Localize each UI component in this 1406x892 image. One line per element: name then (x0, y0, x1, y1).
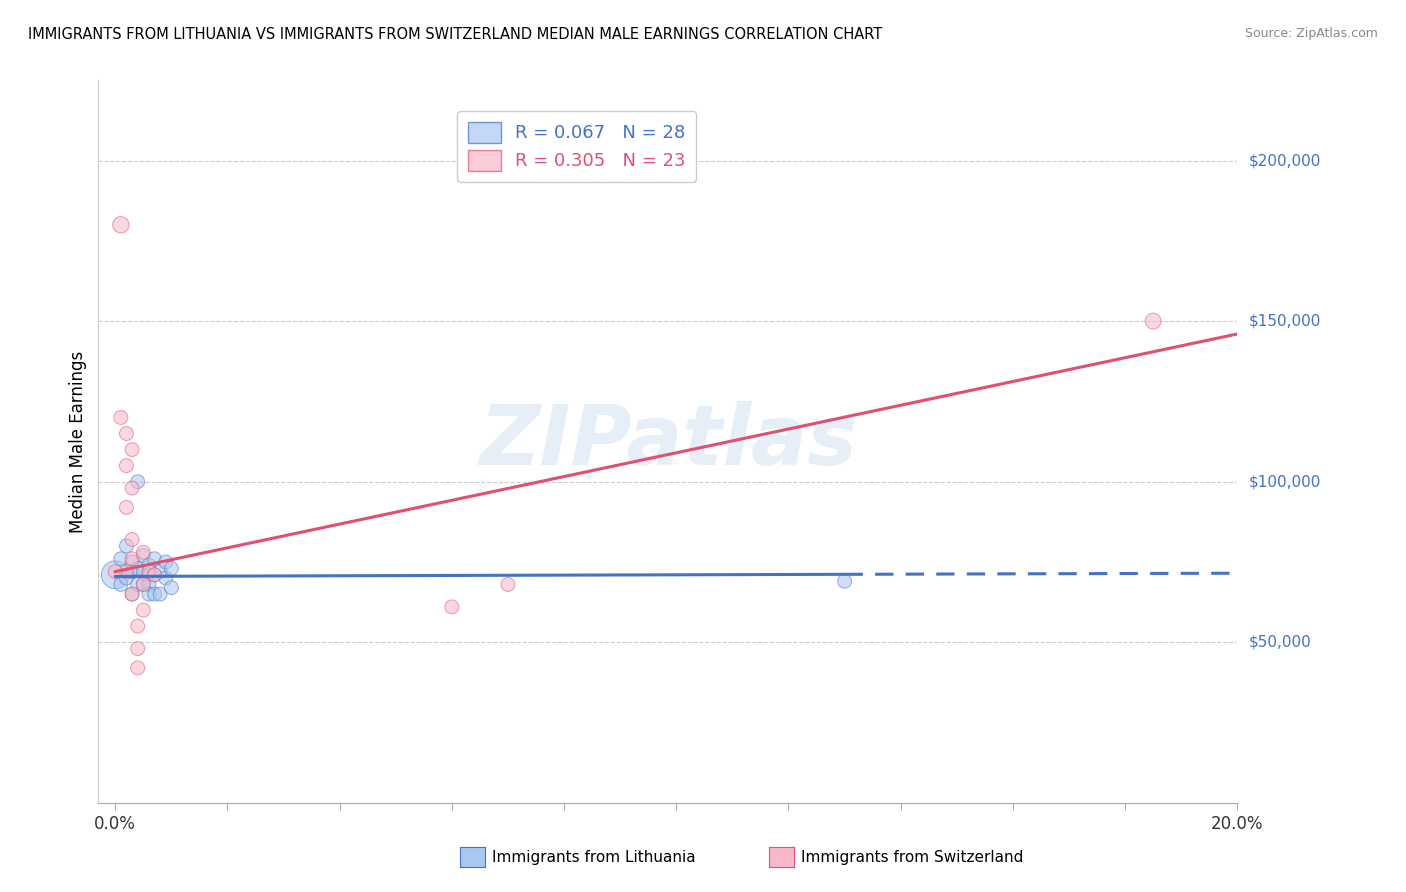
Point (834, 574, 856, 589)
Text: $200,000: $200,000 (1249, 153, 1320, 168)
Point (127, 641, 149, 656)
Point (160, 581, 183, 595)
Text: Immigrants from Lithuania: Immigrants from Lithuania (492, 850, 696, 864)
Point (127, 475, 149, 489)
Point (143, 567, 166, 582)
Point (1142, 314, 1164, 328)
Text: $150,000: $150,000 (1249, 314, 1320, 328)
Point (138, 558, 160, 573)
Point (104, 567, 127, 582)
Point (115, 500, 138, 515)
Point (138, 577, 160, 591)
Legend: R = 0.067   N = 28, R = 0.305   N = 23: R = 0.067 N = 28, R = 0.305 N = 23 (457, 111, 696, 182)
Point (496, 577, 519, 591)
Text: Source: ZipAtlas.com: Source: ZipAtlas.com (1244, 27, 1378, 40)
Point (132, 577, 155, 591)
Point (121, 533, 143, 547)
Point (110, 551, 132, 566)
Text: $50,000: $50,000 (1249, 635, 1312, 649)
Point (138, 587, 160, 601)
Point (127, 561, 149, 575)
Point (115, 565, 138, 579)
Text: ZIPatlas: ZIPatlas (479, 401, 856, 482)
Point (132, 577, 155, 591)
Point (149, 587, 172, 601)
Point (127, 661, 149, 675)
Point (121, 442, 143, 457)
Point (155, 555, 177, 569)
Y-axis label: Median Male Earnings: Median Male Earnings (69, 351, 87, 533)
Point (115, 571, 138, 585)
Point (149, 565, 172, 579)
Point (138, 565, 160, 579)
Point (143, 567, 166, 582)
Point (132, 603, 155, 617)
Point (110, 218, 132, 232)
Point (121, 555, 143, 569)
Point (115, 426, 138, 441)
Point (160, 561, 183, 575)
Point (132, 565, 155, 579)
Point (110, 577, 132, 591)
Text: Immigrants from Switzerland: Immigrants from Switzerland (801, 850, 1024, 864)
Point (115, 458, 138, 473)
Point (121, 481, 143, 495)
Text: $100,000: $100,000 (1249, 475, 1320, 489)
Point (155, 571, 177, 585)
Point (132, 549, 155, 563)
Point (104, 565, 127, 579)
Point (115, 539, 138, 553)
Point (121, 587, 143, 601)
Point (127, 619, 149, 633)
Point (143, 551, 166, 566)
Text: IMMIGRANTS FROM LITHUANIA VS IMMIGRANTS FROM SWITZERLAND MEDIAN MALE EARNINGS CO: IMMIGRANTS FROM LITHUANIA VS IMMIGRANTS … (28, 27, 883, 42)
Point (127, 577, 149, 591)
Point (121, 587, 143, 601)
Point (121, 551, 143, 566)
Point (121, 565, 143, 579)
Point (132, 545, 155, 559)
Point (440, 599, 463, 614)
Point (143, 587, 166, 601)
Point (110, 410, 132, 425)
Point (138, 567, 160, 582)
